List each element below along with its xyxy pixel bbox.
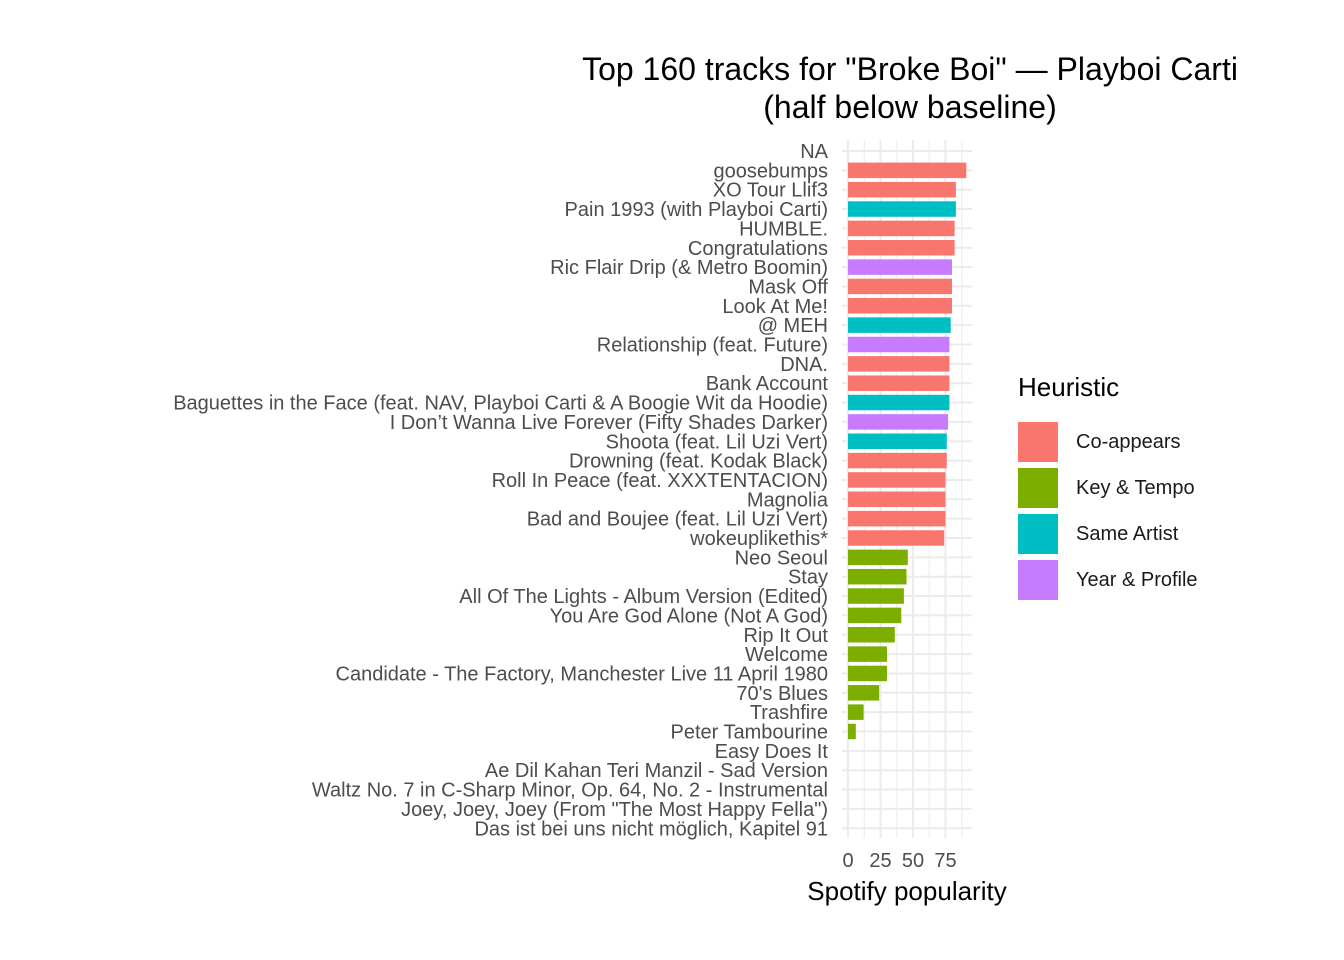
legend-label: Same Artist	[1076, 522, 1179, 545]
chart-title-line-2: (half below baseline)	[763, 89, 1057, 125]
bar	[848, 162, 967, 179]
bar	[848, 607, 902, 624]
y-tick-label: Candidate - The Factory, Manchester Live…	[336, 663, 829, 685]
bar	[848, 723, 856, 740]
y-tick-label: Shoota (feat. Lil Uzi Vert)	[606, 431, 828, 453]
y-tick-label: Congratulations	[688, 238, 828, 260]
y-tick-label: @ MEH	[758, 315, 828, 337]
y-tick-label: goosebumps	[713, 160, 828, 182]
bar	[848, 452, 947, 469]
legend-swatch	[1018, 422, 1058, 462]
y-tick-label: Neo Seoul	[735, 547, 828, 569]
legend-item: Co-appears	[1018, 419, 1198, 465]
y-tick-label: Das ist bei uns nicht möglich, Kapitel 9…	[474, 818, 828, 840]
y-tick-label: Relationship (feat. Future)	[597, 335, 828, 357]
y-tick-label: All Of The Lights - Album Version (Edite…	[459, 586, 828, 608]
legend-label: Co-appears	[1076, 430, 1181, 453]
y-tick-label: Ae Dil Kahan Teri Manzil - Sad Version	[485, 760, 828, 782]
bar	[848, 201, 956, 217]
bar	[848, 240, 955, 256]
bar	[848, 549, 908, 566]
bar	[848, 530, 945, 546]
bar	[848, 356, 950, 372]
y-tick-label: Waltz No. 7 in C-Sharp Minor, Op. 64, No…	[312, 780, 828, 802]
bar	[848, 336, 950, 353]
y-tick-label: wokeuplikethis*	[689, 528, 828, 550]
x-tick-label: 25	[869, 850, 891, 872]
bar	[848, 568, 907, 585]
y-tick-label: Magnolia	[747, 489, 829, 511]
bar	[848, 375, 950, 391]
y-tick-label: DNA.	[780, 354, 828, 376]
bar	[848, 627, 895, 643]
bar	[848, 220, 955, 237]
bar	[848, 588, 904, 604]
y-tick-label: Drowning (feat. Kodak Black)	[569, 451, 828, 473]
legend-swatch	[1018, 468, 1058, 508]
legend-item: Key & Tempo	[1018, 465, 1198, 511]
bar	[848, 704, 864, 720]
legend: Heuristic Co-appears Key & Tempo Same Arti…	[1018, 372, 1198, 603]
bar	[848, 472, 946, 488]
x-axis-label: Spotify popularity	[807, 876, 1006, 906]
y-tick-label: Joey, Joey, Joey (From "The Most Happy F…	[401, 799, 828, 821]
bar	[848, 414, 949, 430]
y-tick-label: Pain 1993 (with Playboi Carti)	[565, 199, 828, 221]
y-tick-label: NA	[800, 141, 828, 163]
y-tick-label: Easy Does It	[715, 741, 829, 763]
y-tick-label: XO Tour Llif3	[713, 180, 828, 202]
bar	[848, 433, 947, 449]
x-tick-label: 50	[902, 850, 924, 872]
legend-item: Same Artist	[1018, 511, 1198, 557]
legend-label: Key & Tempo	[1076, 476, 1195, 499]
legend-items: Co-appears Key & Tempo Same Artist Year & P…	[1018, 419, 1198, 603]
legend-item: Year & Profile	[1018, 557, 1198, 603]
chart-title: Top 160 tracks for "Broke Boi" — Playboi…	[480, 50, 1340, 126]
bar	[848, 646, 887, 662]
bar	[848, 510, 946, 527]
y-tick-label: Baguettes in the Face (feat. NAV, Playbo…	[173, 393, 828, 415]
bar	[848, 685, 880, 701]
y-tick-label: Peter Tambourine	[671, 722, 829, 744]
y-tick-label: Rip It Out	[744, 625, 829, 647]
y-tick-label: Ric Flair Drip (& Metro Boomin)	[550, 257, 828, 279]
y-tick-label: You Are God Alone (Not A God)	[550, 605, 828, 627]
bar	[848, 259, 952, 275]
y-tick-label: Welcome	[745, 644, 828, 666]
y-tick-label: HUMBLE.	[739, 218, 828, 240]
chart-title-line-1: Top 160 tracks for "Broke Boi" — Playboi…	[582, 51, 1238, 87]
bar	[848, 665, 887, 682]
y-tick-label: Mask Off	[748, 276, 828, 298]
legend-title: Heuristic	[1018, 372, 1120, 402]
bar	[848, 491, 946, 508]
x-tick-labels: 0 25 50 75	[842, 850, 956, 872]
y-tick-label: Roll In Peace (feat. XXXTENTACION)	[492, 470, 828, 492]
y-tick-label: Bank Account	[706, 373, 829, 395]
y-tick-label: Bad and Boujee (feat. Lil Uzi Vert)	[527, 509, 828, 531]
x-tick-label: 0	[842, 850, 853, 872]
bar-layer	[848, 162, 967, 740]
bar	[848, 181, 956, 198]
bar	[848, 298, 952, 314]
y-tick-label: I Don’t Wanna Live Forever (Fifty Shades…	[390, 412, 828, 434]
y-tick-label: Stay	[788, 567, 828, 589]
y-tick-label: 70's Blues	[736, 683, 828, 705]
legend-label: Year & Profile	[1076, 568, 1198, 591]
bar	[848, 317, 951, 333]
legend-swatch	[1018, 514, 1058, 554]
legend-swatch	[1018, 560, 1058, 600]
x-tick-label: 75	[934, 850, 956, 872]
bar	[848, 394, 950, 411]
y-tick-label: Trashfire	[750, 702, 828, 724]
y-tick-label: Look At Me!	[722, 296, 828, 318]
bar	[848, 278, 952, 295]
